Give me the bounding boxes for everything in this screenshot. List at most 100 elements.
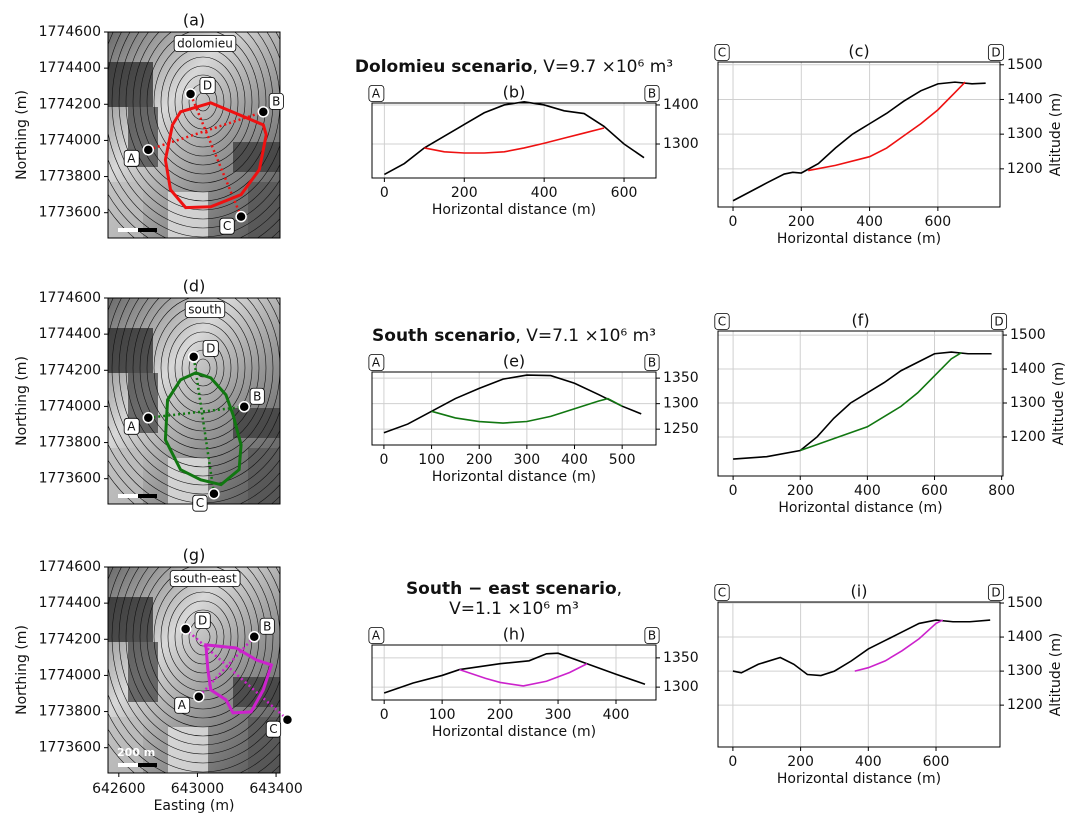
end-label: B [253, 389, 261, 403]
x-tick-label: 643000 [171, 781, 224, 797]
y-tick-label: 1400 [1010, 361, 1046, 377]
x-tick-label: 200 [787, 754, 814, 770]
panel-title: (c) [848, 42, 869, 61]
x-tick-label: 0 [729, 483, 738, 499]
end-label-box [249, 387, 265, 405]
x-tick-label: 400 [603, 707, 630, 723]
x-tick-label: 600 [611, 185, 638, 201]
x-axis-label: Horizontal distance (m) [778, 500, 942, 516]
contour [118, 298, 280, 477]
y-tick-label: 1774600 [39, 559, 101, 575]
x-tick-label: 400 [561, 452, 588, 468]
y-tick-label: 1773800 [39, 704, 101, 720]
x-tick-label: 400 [531, 185, 558, 201]
x-axis-label: Horizontal distance (m) [432, 469, 596, 485]
contour [125, 567, 280, 737]
end-label-box [990, 313, 1008, 330]
contour [181, 340, 225, 396]
y-tick-label: 1500 [1010, 327, 1046, 343]
map-label-box [173, 35, 237, 52]
x-tick-label: 200 [451, 185, 478, 201]
scenario-name: South scenario [372, 326, 515, 346]
y-tick-label: 1773600 [39, 740, 101, 756]
contour [174, 331, 232, 405]
end-label-box [368, 354, 385, 371]
end-label-box [194, 612, 211, 629]
profile-line [733, 351, 992, 460]
frame [371, 644, 657, 701]
y-tick-label: 1200 [1007, 697, 1043, 713]
y-tick-label: 1300 [1007, 663, 1043, 679]
end-label: A [372, 87, 381, 101]
scenario-volume: , V=9.7 ×10⁶ m³ [533, 57, 674, 77]
panel-title: (b) [503, 83, 526, 102]
profile-line [799, 352, 962, 452]
scenario-heading: South scenario, V=7.1 ×10⁶ m³ [372, 326, 656, 346]
contour [111, 298, 280, 486]
end-label: D [994, 315, 1003, 329]
contour [167, 56, 239, 148]
scale-label: 200 m [117, 746, 155, 759]
scenario-name: South − east scenario [406, 579, 617, 599]
y-tick-label: 1774600 [39, 290, 101, 306]
contour [167, 591, 239, 683]
y-axis-label: Northing (m) [14, 90, 30, 180]
contour [125, 32, 280, 202]
profile-trace [192, 356, 216, 494]
map-label-box [169, 570, 241, 587]
end-label: A [127, 151, 136, 165]
contour [139, 298, 267, 450]
x-tick-label: 643400 [249, 781, 302, 797]
profile-end [248, 631, 260, 643]
end-label-box [219, 217, 235, 235]
map-label: dolomieu [177, 37, 233, 51]
end-label: A [372, 629, 381, 643]
end-label: C [269, 722, 277, 736]
contour [108, 567, 280, 764]
y-tick-label: 1350 [663, 650, 699, 666]
y-tick-label: 1300 [1010, 395, 1046, 411]
end-label: B [272, 94, 280, 108]
y-tick-label: 1300 [663, 136, 699, 152]
y-tick-label: 1774200 [39, 362, 101, 378]
x-axis-label: Horizontal distance (m) [432, 202, 596, 218]
frame [107, 31, 281, 239]
profile-line [383, 374, 642, 434]
profile-trace [189, 93, 243, 218]
end-label-box [268, 92, 284, 110]
frame [371, 102, 657, 179]
y-tick-label: 1200 [1007, 161, 1043, 177]
end-label: D [203, 78, 212, 92]
end-label-box [265, 720, 282, 738]
panel-title: (h) [503, 625, 526, 644]
end-label-box [714, 313, 730, 330]
end-label: B [648, 629, 656, 643]
end-label-box [123, 149, 140, 167]
terrain-patch [128, 642, 158, 702]
frame [717, 61, 1001, 208]
y-tick-label: 1774000 [39, 667, 101, 683]
panel-title: (d) [183, 277, 206, 296]
y-tick-label: 1300 [663, 679, 699, 695]
scale-bar [118, 228, 138, 232]
end-label-box [192, 494, 208, 512]
profile-line [732, 81, 986, 202]
end-label-box [714, 584, 730, 601]
end-label-box [987, 44, 1005, 61]
scenario-volume: , V=7.1 ×10⁶ m³ [515, 326, 656, 346]
y-tick-label: 1774600 [39, 24, 101, 40]
y-tick-label: 1500 [1007, 57, 1043, 73]
y-tick-label: 1400 [1007, 91, 1043, 107]
profile-line [854, 619, 944, 672]
y-tick-label: 1350 [663, 370, 699, 386]
frame [107, 566, 281, 774]
contour [108, 567, 280, 773]
y-tick-label: 1200 [1010, 429, 1046, 445]
y-tick-label: 1773600 [39, 471, 101, 487]
scenario-heading: South − east scenario, [406, 579, 622, 599]
profile-trace [148, 405, 245, 420]
contour [108, 32, 280, 238]
map-label: south [188, 303, 222, 317]
profile-line [459, 663, 588, 687]
